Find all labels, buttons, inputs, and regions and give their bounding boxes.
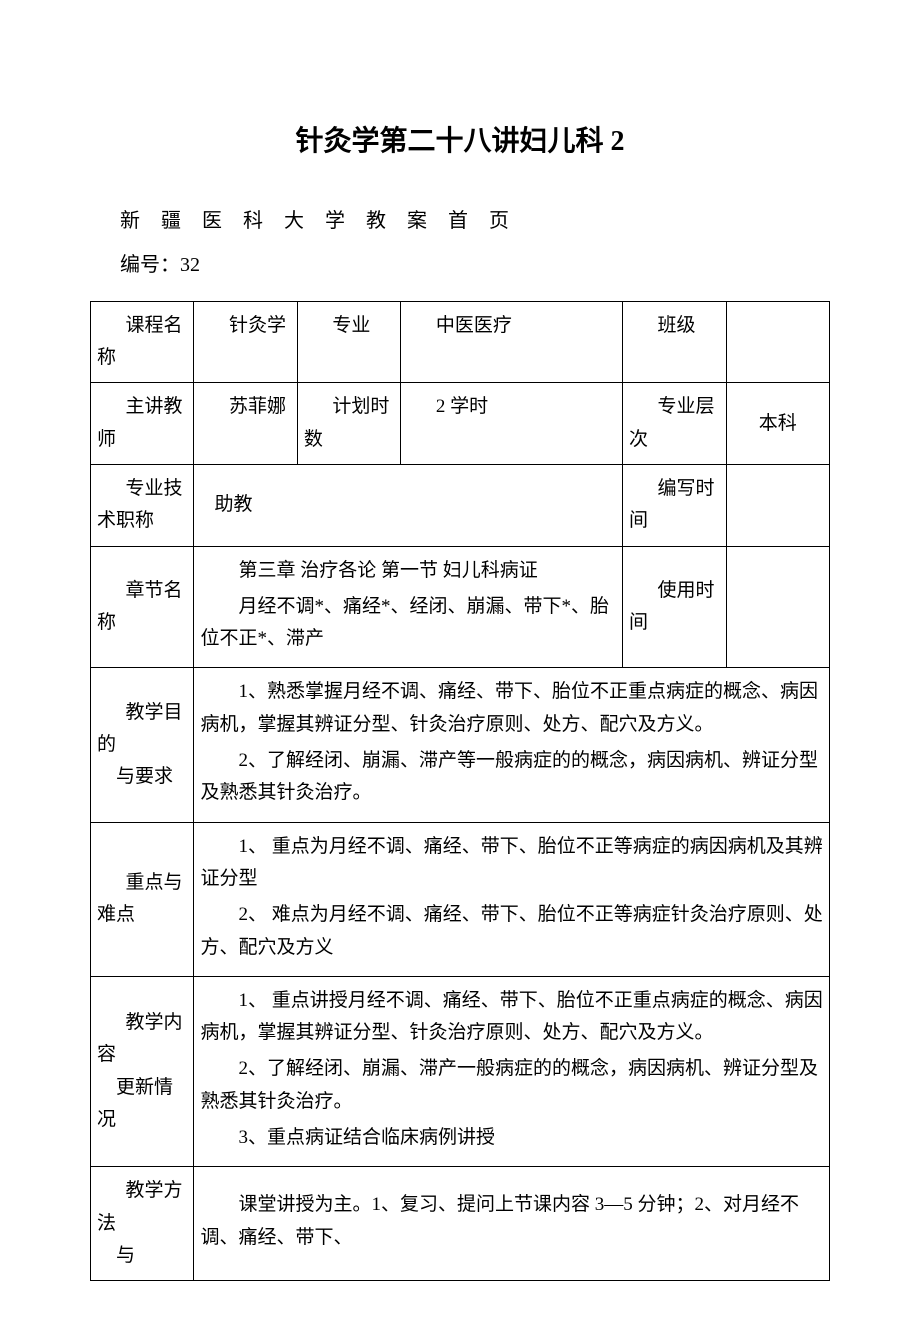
- cell-chapter-value: 第三章 治疗各论 第一节 妇儿科病证 月经不调*、痛经*、经闭、崩漏、带下*、胎…: [194, 546, 623, 668]
- cell-major-value: 中医医疗: [401, 301, 623, 383]
- cell-level-label: 专业层次: [623, 383, 726, 465]
- cell-hours-label: 计划时数: [297, 383, 400, 465]
- table-row: 章节名称 第三章 治疗各论 第一节 妇儿科病证 月经不调*、痛经*、经闭、崩漏、…: [91, 546, 830, 668]
- cell-content-update-label: 教学内容 更新情况: [91, 976, 194, 1166]
- page-title: 针灸学第二十八讲妇儿科 2: [90, 120, 830, 165]
- cell-level-value: 本科: [726, 383, 830, 465]
- chapter-line1: 第三章 治疗各论 第一节 妇儿科病证: [200, 555, 616, 587]
- cell-course-name-label: 课程名称: [91, 301, 194, 383]
- method-para1: 课堂讲授为主。1、复习、提问上节课内容 3—5 分钟；2、对月经不调、痛经、带下…: [200, 1189, 823, 1254]
- table-row: 教学内容 更新情况 1、 重点讲授月经不调、痛经、带下、胎位不正重点病症的概念、…: [91, 976, 830, 1166]
- table-row: 主讲教师 苏菲娜 计划时数 2 学时 专业层次 本科: [91, 383, 830, 465]
- cell-keypoints-label: 重点与难点: [91, 822, 194, 976]
- keypoints-para2: 2、 难点为月经不调、痛经、带下、胎位不正等病症针灸治疗原则、处方、配穴及方义: [200, 899, 823, 964]
- cell-class-label: 班级: [623, 301, 726, 383]
- cell-teacher-value: 苏菲娜: [194, 383, 297, 465]
- content-update-para1: 1、 重点讲授月经不调、痛经、带下、胎位不正重点病症的概念、病因病机，掌握其辨证…: [200, 985, 823, 1050]
- cell-prof-title-value: 助教: [194, 464, 623, 546]
- cell-content-update-value: 1、 重点讲授月经不调、痛经、带下、胎位不正重点病症的概念、病因病机，掌握其辨证…: [194, 976, 830, 1166]
- subtitle: 新 疆 医 科 大 学 教 案 首 页: [90, 205, 830, 237]
- cell-class-value: [726, 301, 830, 383]
- cell-prof-title-label: 专业技术职称: [91, 464, 194, 546]
- doc-number: 编号：32: [90, 249, 830, 281]
- content-update-para2: 2、了解经闭、崩漏、滞产一般病症的的概念，病因病机、辨证分型及熟悉其针灸治疗。: [200, 1053, 823, 1118]
- cell-objectives-label: 教学目的 与要求: [91, 668, 194, 822]
- cell-major-label: 专业: [297, 301, 400, 383]
- keypoints-para1: 1、 重点为月经不调、痛经、带下、胎位不正等病症的病因病机及其辨证分型: [200, 831, 823, 896]
- objectives-para1: 1、熟悉掌握月经不调、痛经、带下、胎位不正重点病症的概念、病因病机，掌握其辨证分…: [200, 676, 823, 741]
- cell-method-label: 教学方法 与: [91, 1167, 194, 1281]
- cell-use-time-label: 使用时间: [623, 546, 726, 668]
- cell-hours-value: 2 学时: [401, 383, 623, 465]
- lesson-plan-table: 课程名称 针灸学 专业 中医医疗 班级 主讲教师 苏菲娜 计划时数 2 学时 专…: [90, 301, 830, 1281]
- cell-write-time-label: 编写时间: [623, 464, 726, 546]
- objectives-para2: 2、了解经闭、崩漏、滞产等一般病症的的概念，病因病机、辨证分型及熟悉其针灸治疗。: [200, 745, 823, 810]
- cell-use-time-value: [726, 546, 830, 668]
- table-row: 重点与难点 1、 重点为月经不调、痛经、带下、胎位不正等病症的病因病机及其辨证分…: [91, 822, 830, 976]
- table-row: 专业技术职称 助教 编写时间: [91, 464, 830, 546]
- content-update-para3: 3、重点病证结合临床病例讲授: [200, 1122, 823, 1154]
- chapter-line2: 月经不调*、痛经*、经闭、崩漏、带下*、胎位不正*、滞产: [200, 591, 616, 656]
- cell-chapter-label: 章节名称: [91, 546, 194, 668]
- cell-teacher-label: 主讲教师: [91, 383, 194, 465]
- table-row: 教学目的 与要求 1、熟悉掌握月经不调、痛经、带下、胎位不正重点病症的概念、病因…: [91, 668, 830, 822]
- cell-objectives-value: 1、熟悉掌握月经不调、痛经、带下、胎位不正重点病症的概念、病因病机，掌握其辨证分…: [194, 668, 830, 822]
- table-row: 课程名称 针灸学 专业 中医医疗 班级: [91, 301, 830, 383]
- cell-write-time-value: [726, 464, 830, 546]
- cell-method-value: 课堂讲授为主。1、复习、提问上节课内容 3—5 分钟；2、对月经不调、痛经、带下…: [194, 1167, 830, 1281]
- table-row: 教学方法 与 课堂讲授为主。1、复习、提问上节课内容 3—5 分钟；2、对月经不…: [91, 1167, 830, 1281]
- cell-keypoints-value: 1、 重点为月经不调、痛经、带下、胎位不正等病症的病因病机及其辨证分型 2、 难…: [194, 822, 830, 976]
- cell-course-name-value: 针灸学: [194, 301, 297, 383]
